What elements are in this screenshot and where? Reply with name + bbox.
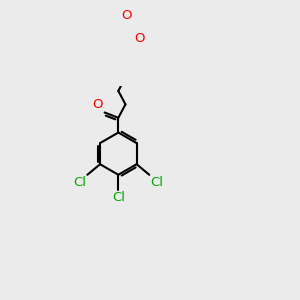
Text: O: O <box>92 98 103 111</box>
Text: Cl: Cl <box>150 176 163 190</box>
Text: Cl: Cl <box>112 191 125 204</box>
Text: O: O <box>121 9 132 22</box>
Text: O: O <box>134 32 145 45</box>
Text: Cl: Cl <box>73 176 86 190</box>
